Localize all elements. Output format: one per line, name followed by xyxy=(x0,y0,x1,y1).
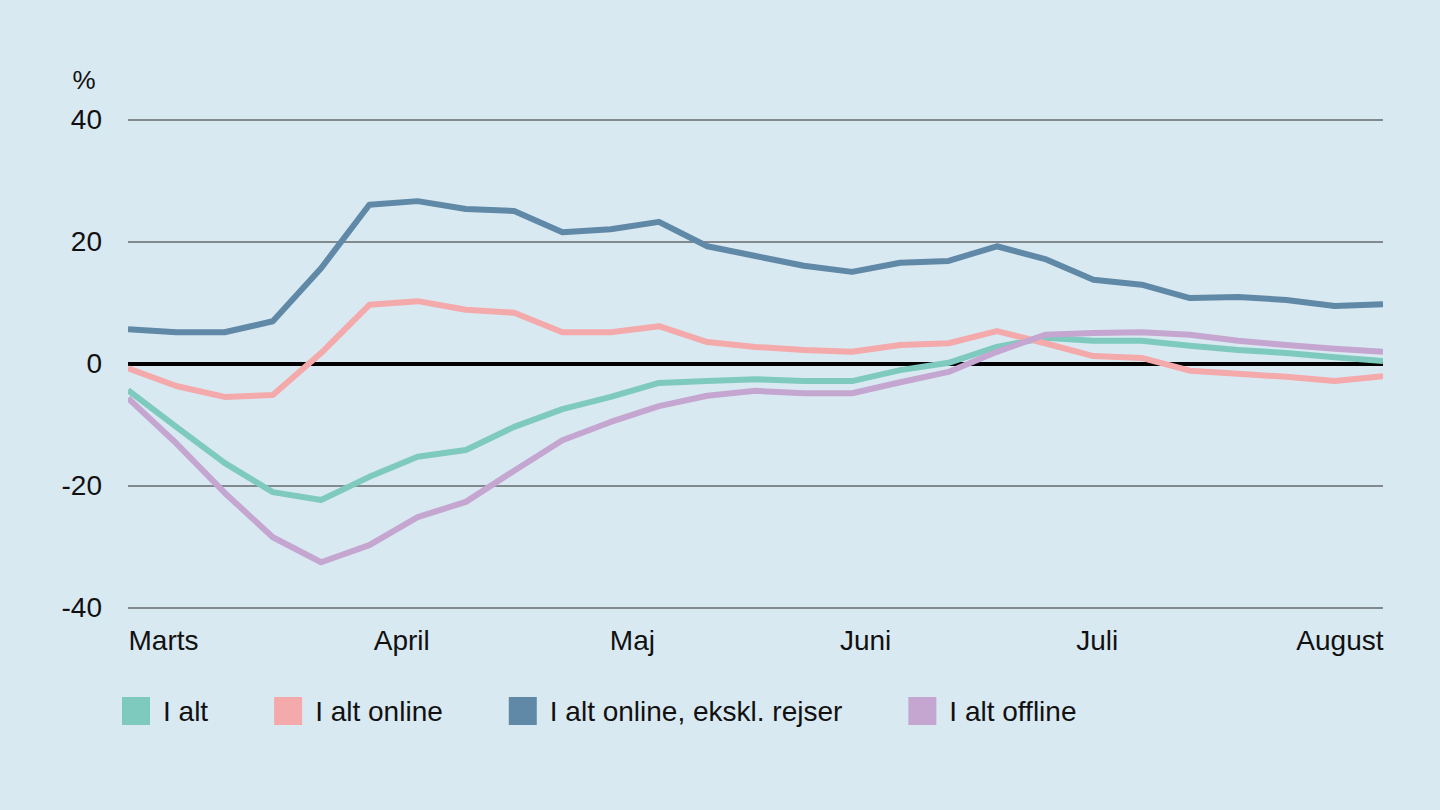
x-tick: Maj xyxy=(610,608,655,656)
grid-line xyxy=(128,608,1383,609)
x-tick: Marts xyxy=(129,608,199,656)
x-tick-label: August xyxy=(1296,625,1383,656)
x-tick-label: Maj xyxy=(610,625,655,656)
grid-line xyxy=(128,486,1383,487)
legend: I alt I alt online I alt online, ekskl. re… xyxy=(122,696,1076,727)
legend-swatch xyxy=(509,697,537,725)
grid xyxy=(128,120,1383,608)
x-tick: April xyxy=(374,608,430,656)
y-axis-line xyxy=(128,121,129,609)
legend-item: I alt xyxy=(122,696,208,727)
y-tick-label: 0 xyxy=(86,348,102,379)
legend-label: I alt xyxy=(163,696,208,727)
series-line xyxy=(128,332,1383,562)
y-tick-label: -40 xyxy=(62,592,102,623)
series-line xyxy=(128,301,1383,397)
y-tick-label: -20 xyxy=(62,470,102,501)
x-tick-label: Juni xyxy=(840,625,891,656)
x-tick-label: Juli xyxy=(1076,625,1118,656)
series-line xyxy=(128,338,1383,500)
legend-item: I alt offline xyxy=(908,696,1076,727)
y-tick: 20 xyxy=(71,226,128,257)
x-axis-line xyxy=(129,608,1384,609)
grid-line xyxy=(128,242,1383,243)
legend-swatch xyxy=(908,697,936,725)
legend-swatch xyxy=(122,697,150,725)
grid-line xyxy=(128,120,1383,121)
y-tick-label: 20 xyxy=(71,226,102,257)
y-tick: 0 xyxy=(86,348,128,379)
series-line xyxy=(128,201,1383,332)
legend-label: I alt online xyxy=(315,696,443,727)
x-tick-label: Marts xyxy=(129,625,199,656)
y-tick: -40 xyxy=(62,592,128,623)
y-tick: -20 xyxy=(62,470,128,501)
x-tick: August xyxy=(1296,608,1383,656)
chart: -40 -20 0 20 40% Marts April Maj Juni Juli August I… xyxy=(0,0,1440,810)
legend-item: I alt online xyxy=(274,696,443,727)
background xyxy=(0,0,1440,810)
zero-line xyxy=(128,362,1383,366)
legend-swatch xyxy=(274,697,302,725)
x-tick: Juni xyxy=(840,608,891,656)
legend-label: I alt offline xyxy=(949,696,1076,727)
lines xyxy=(128,201,1383,562)
y-axis-title: % xyxy=(72,65,95,95)
x-tick: Juli xyxy=(1076,608,1118,656)
y-tick-label: 40 xyxy=(71,104,102,135)
legend-item: I alt online, ekskl. rejser xyxy=(509,696,843,727)
x-tick-label: April xyxy=(374,625,430,656)
x-axis: Marts April Maj Juni Juli August xyxy=(129,608,1384,656)
y-tick: 40 xyxy=(71,104,128,135)
y-axis: -40 -20 0 20 40 xyxy=(62,104,129,623)
legend-label: I alt online, ekskl. rejser xyxy=(550,696,843,727)
